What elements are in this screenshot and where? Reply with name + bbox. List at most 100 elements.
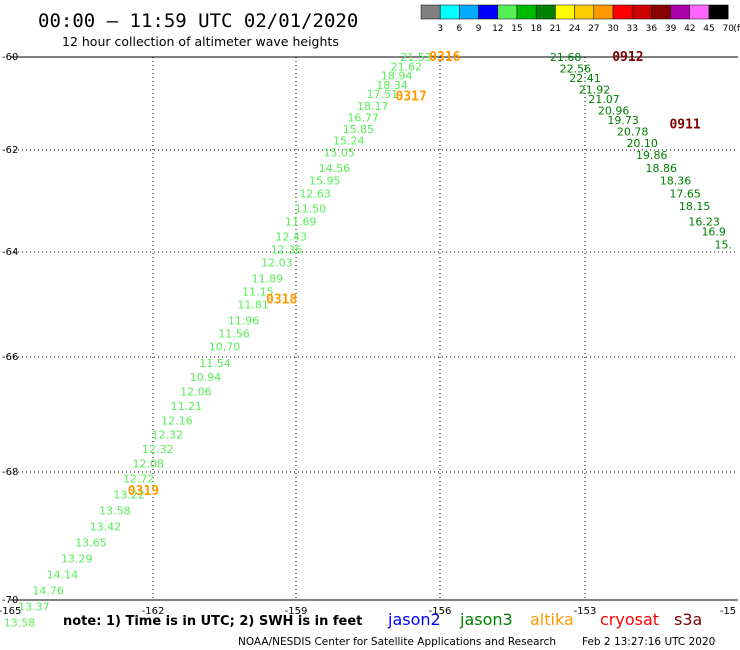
colorbar-swatch — [439, 4, 460, 20]
swh-value-altika: 14.56 — [319, 162, 351, 175]
colorbar-swatch — [651, 4, 671, 20]
axis-ticks: -165 -162 -159 -156 -153 -15 -60 -62 -64 -66 -68 -7… — [0, 52, 736, 617]
swh-value-altika: 11.15 — [242, 285, 274, 298]
colorbar-swatch — [535, 4, 556, 20]
y-tick-label: -64 — [2, 247, 18, 258]
swh-value-jason3: 18.86 — [646, 162, 678, 175]
swh-value-altika: 11.56 — [218, 327, 250, 340]
swh-value-altika: 11.89 — [252, 272, 284, 285]
swh-value-altika: 12.16 — [161, 414, 193, 427]
x-tick-label: -15 — [720, 606, 736, 617]
footer-timestamp: Feb 2 13:27:16 UTC 2020 — [582, 636, 715, 648]
swh-value-jason3: 19.86 — [636, 149, 668, 162]
plot-frame — [10, 56, 738, 601]
swh-value-jason3: 18.36 — [660, 175, 692, 188]
colorbar-swatch — [574, 4, 595, 20]
colorbar-swatch — [612, 4, 633, 20]
colorbar-label: 36 — [646, 24, 658, 34]
swh-value-altika: 12.36 — [271, 243, 303, 256]
colorbar-label: 27 — [588, 24, 599, 34]
time-label-jason3: 0911 — [669, 117, 700, 132]
swh-value-altika: 12.08 — [132, 457, 164, 470]
swh-value-altika: 11.96 — [228, 314, 260, 327]
swh-value-altika: 10.94 — [190, 371, 222, 384]
swh-value-jason3: 20.78 — [617, 125, 649, 138]
y-tick-label: -62 — [2, 145, 18, 156]
colorbar-label: 21 — [550, 24, 561, 34]
swh-value-jason3: 21.68 — [550, 51, 582, 64]
swh-value-altika: 18.17 — [357, 100, 389, 113]
colorbar-label: 39 — [665, 24, 677, 34]
footer-note: note: 1) Time is in UTC; 2) SWH is in fe… — [63, 614, 362, 629]
swh-value-altika: 14.14 — [47, 568, 79, 581]
swh-value-altika: 21.62 — [391, 60, 423, 73]
time-label-altika: 0316 — [429, 50, 460, 65]
swh-value-jason3: 21.92 — [579, 84, 611, 97]
colorbar-label: 30 — [607, 24, 619, 34]
x-tick-label: -165 — [0, 606, 21, 617]
y-tick-label: -70 — [2, 595, 18, 606]
x-tick-label: -153 — [574, 606, 597, 617]
colorbar-label: 42 — [684, 24, 695, 34]
y-tick-label: -68 — [2, 467, 18, 478]
swh-value-altika: 12.06 — [180, 386, 212, 399]
x-tick-label: -156 — [429, 606, 452, 617]
swh-value-jason3: 20.96 — [598, 104, 630, 117]
swh-value-altika: 12.63 — [299, 187, 331, 200]
colorbar-swatch — [516, 4, 537, 20]
colorbar-swatch — [631, 4, 652, 20]
swh-value-altika: 13.58 — [4, 616, 36, 629]
swh-value-altika: 12.32 — [142, 443, 174, 456]
colorbar-swatch — [478, 4, 499, 20]
swh-value-jason3: 15. — [714, 238, 732, 251]
swh-value-altika: 18.94 — [381, 70, 413, 83]
y-tick-label: -60 — [2, 52, 18, 63]
y-tick-label: -66 — [2, 352, 18, 363]
x-tick-label: -159 — [285, 606, 308, 617]
swh-value-altika: 15.85 — [343, 123, 375, 136]
swh-value-altika: 13.22 — [113, 488, 145, 501]
swh-value-jason3: 16.9 — [701, 226, 726, 239]
colorbar-swatch — [497, 4, 518, 20]
colorbar-label: 24 — [569, 24, 581, 34]
grid-lines — [10, 57, 738, 600]
colorbar-swatch — [459, 4, 479, 20]
swh-value-altika: 11.69 — [285, 215, 317, 228]
time-label-altika: 0318 — [266, 292, 297, 307]
wave-height-points: 21.5321.6218.9418.3417.5118.1716.7715.85… — [4, 51, 732, 629]
colorbar-label: 70 — [722, 24, 734, 34]
legend-jason3: jason3 — [459, 610, 513, 629]
colorbar-label: 12 — [492, 24, 503, 34]
swh-value-altika: 11.54 — [199, 357, 231, 370]
swh-value-jason3: 20.10 — [626, 137, 658, 150]
swh-value-altika: 11.50 — [295, 203, 327, 216]
colorbar-swatch — [689, 4, 710, 20]
legend-cryosat: cryosat — [600, 610, 659, 629]
swh-value-altika: 15.24 — [333, 135, 365, 148]
swh-value-altika: 13.58 — [99, 504, 131, 517]
colorbar-swatch — [420, 4, 441, 20]
colorbar-label: 45 — [703, 24, 714, 34]
swh-value-jason3: 21.07 — [588, 93, 620, 106]
swh-value-altika: 11.81 — [237, 299, 269, 312]
time-labels: 0316 0317 0318 0319 0912 0911 — [128, 50, 701, 499]
colorbar-label: 9 — [476, 24, 482, 34]
swh-value-altika: 16.77 — [347, 111, 379, 124]
legend-s3a: s3a — [674, 610, 702, 629]
swh-value-jason3: 17.65 — [669, 187, 701, 200]
colorbar-label: 3 — [437, 24, 443, 34]
swh-value-altika: 17.51 — [367, 88, 399, 101]
swh-value-altika: 13.42 — [90, 520, 122, 533]
swh-value-altika: 14.76 — [32, 584, 64, 597]
swh-value-altika: 15.05 — [323, 147, 355, 160]
colorbar-label: 18 — [530, 24, 542, 34]
time-label-altika: 0317 — [396, 90, 427, 105]
swh-value-altika: 13.65 — [75, 536, 107, 549]
x-tick-label: -162 — [142, 606, 165, 617]
colorbar-label: 15 — [511, 24, 522, 34]
colorbar-swatch — [708, 4, 729, 20]
swh-value-altika: 18.34 — [376, 79, 408, 92]
swh-value-altika: 21.53 — [400, 51, 432, 64]
